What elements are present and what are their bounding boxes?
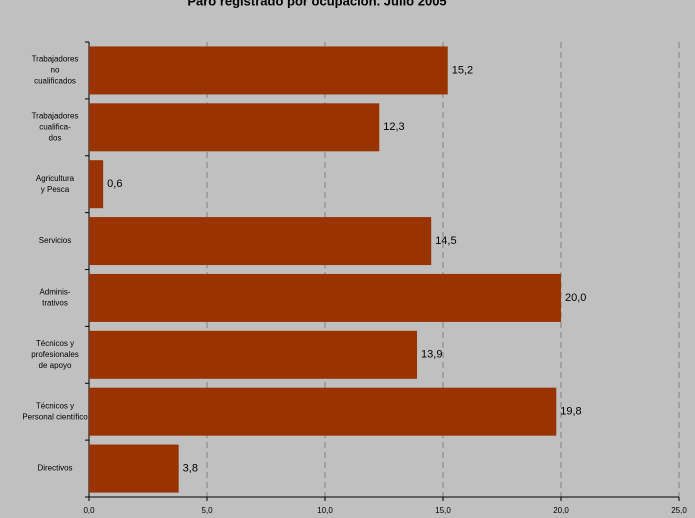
x-tick-label: 25,0 bbox=[671, 506, 687, 515]
y-tick-label: cualificados bbox=[34, 77, 76, 86]
bar bbox=[89, 103, 380, 152]
y-tick-label: trativos bbox=[42, 299, 68, 308]
y-tick-label: Técnicos y bbox=[36, 401, 74, 410]
value-label: 14,5 bbox=[435, 235, 456, 247]
value-label: 20,0 bbox=[565, 292, 586, 304]
y-tick-label: Adminis- bbox=[39, 288, 70, 297]
bar bbox=[89, 160, 104, 209]
x-tick-label: 10,0 bbox=[317, 506, 333, 515]
value-label: 0,6 bbox=[107, 178, 122, 190]
x-tick-label: 15,0 bbox=[435, 506, 451, 515]
y-tick-label: Técnicos y bbox=[36, 339, 74, 348]
bar bbox=[89, 330, 418, 379]
chart-title: Paro registrado por ocupación. Julio 200… bbox=[187, 0, 446, 8]
value-label: 12,3 bbox=[383, 121, 404, 133]
bar bbox=[89, 46, 448, 95]
y-tick-label: Servicios bbox=[39, 236, 71, 245]
y-tick-label: dos bbox=[49, 133, 62, 142]
y-tick-label: de apoyo bbox=[39, 361, 72, 370]
bar bbox=[89, 444, 179, 493]
bar bbox=[89, 217, 432, 266]
y-tick-label: y Pesca bbox=[41, 185, 70, 194]
y-tick-label: Personal científico bbox=[22, 412, 88, 421]
x-tick-label: 0,0 bbox=[83, 506, 95, 515]
y-tick-label: Trabajadores bbox=[32, 55, 79, 64]
value-label: 15,2 bbox=[452, 64, 473, 76]
y-tick-label: no bbox=[51, 66, 60, 75]
y-tick-label: profesionales bbox=[31, 350, 79, 359]
value-label: 3,8 bbox=[183, 462, 198, 474]
y-tick-label: cualifica- bbox=[39, 122, 71, 131]
bar bbox=[89, 273, 561, 322]
bar bbox=[89, 387, 557, 436]
y-tick-label: Directivos bbox=[37, 464, 72, 473]
value-label: 13,9 bbox=[421, 349, 442, 361]
value-label: 19,8 bbox=[560, 406, 581, 418]
y-tick-label: Agricultura bbox=[36, 174, 75, 183]
x-tick-label: 5,0 bbox=[201, 506, 213, 515]
x-tick-label: 20,0 bbox=[553, 506, 569, 515]
y-tick-label: Trabajadores bbox=[32, 111, 79, 120]
